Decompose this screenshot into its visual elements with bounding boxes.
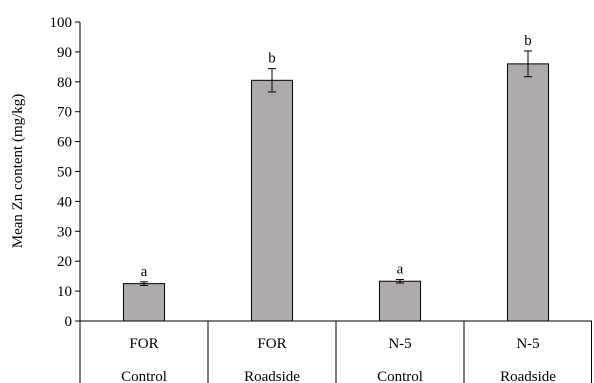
y-tick-label: 0 bbox=[65, 314, 73, 330]
x-group-label: Roadside bbox=[244, 369, 300, 383]
y-axis-label: Mean Zn content (mg/kg) bbox=[10, 94, 26, 249]
bar bbox=[123, 283, 165, 322]
x-group-label: Control bbox=[121, 369, 167, 383]
x-category-label: N-5 bbox=[516, 336, 539, 352]
x-axis-categories: FOR Control FOR Roadside N-5 Control N-5 Roadsi… bbox=[121, 336, 556, 383]
bar bbox=[507, 63, 549, 322]
y-tick-label: 80 bbox=[57, 75, 72, 91]
bar bbox=[379, 280, 421, 322]
y-tick-label: 50 bbox=[57, 165, 72, 181]
x-group-label: Roadside bbox=[500, 369, 556, 383]
x-group-label: Control bbox=[377, 369, 423, 383]
x-category-label: FOR bbox=[129, 336, 158, 352]
y-tick-label: 90 bbox=[57, 45, 72, 61]
x-category-label: N-5 bbox=[388, 336, 411, 352]
significance-letter: a bbox=[397, 261, 404, 277]
significance-letter: a bbox=[141, 264, 148, 280]
bar bbox=[251, 79, 293, 322]
axes bbox=[79, 22, 592, 383]
x-category-label: FOR bbox=[257, 336, 286, 352]
significance-letter: b bbox=[524, 33, 532, 49]
y-tick-label: 60 bbox=[57, 135, 72, 151]
y-tick-label: 70 bbox=[57, 105, 72, 121]
y-tick-label: 40 bbox=[57, 194, 72, 210]
bars: a b a b bbox=[123, 33, 549, 322]
y-tick-label: 30 bbox=[57, 224, 72, 240]
y-tick-label: 100 bbox=[50, 15, 73, 31]
y-tick-label: 10 bbox=[57, 284, 72, 300]
y-axis-ticks: 0 10 20 30 40 50 60 70 80 90 100 bbox=[50, 15, 80, 330]
y-tick-label: 20 bbox=[57, 254, 72, 270]
significance-letter: b bbox=[268, 51, 276, 67]
